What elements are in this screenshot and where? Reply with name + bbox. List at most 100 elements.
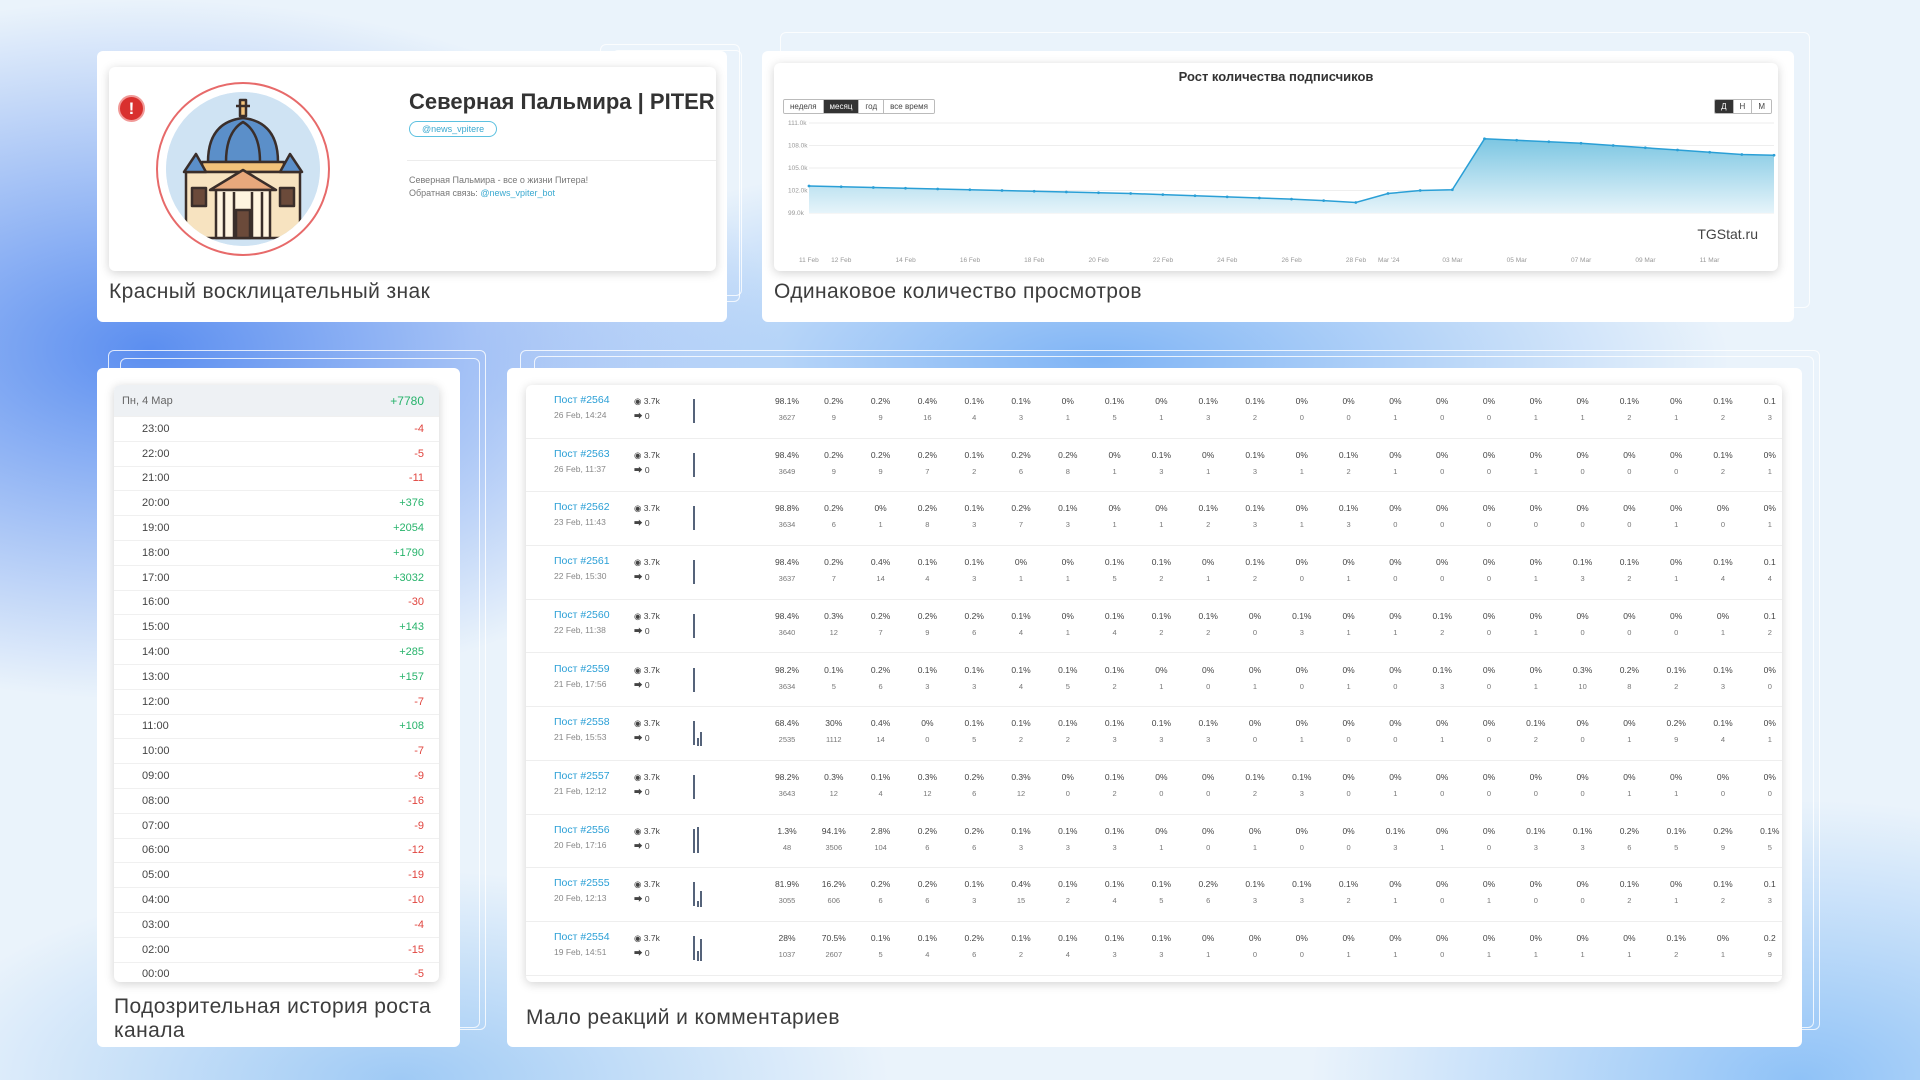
data-point[interactable] — [1772, 153, 1776, 157]
post-link[interactable]: Пост #2556 — [554, 823, 610, 836]
post-link[interactable]: Пост #2555 — [554, 877, 610, 890]
data-point[interactable] — [1708, 150, 1712, 154]
data-point[interactable] — [936, 187, 940, 191]
data-point[interactable] — [1161, 193, 1165, 197]
data-point[interactable] — [904, 186, 907, 190]
post-link[interactable]: Пост #2563 — [554, 447, 610, 460]
data-point[interactable] — [807, 184, 811, 188]
reaction-cell: 0.2% 6 — [998, 439, 1044, 476]
post-link[interactable]: Пост #2559 — [554, 662, 610, 675]
post-link[interactable]: Пост #2558 — [554, 716, 610, 729]
reaction-count: 8 — [1065, 466, 1070, 476]
history-panel: Пн, 4 Мар +7780 23:00 -4 22:00 -5 21:00 -11 20… — [97, 368, 460, 1047]
reaction-count: 0 — [1440, 520, 1445, 530]
warning-icon[interactable]: ! — [118, 95, 145, 122]
reaction-cell: 0.1% 3 — [1419, 654, 1465, 691]
post-link[interactable]: Пост #2554 — [554, 931, 610, 943]
reaction-percent: 0.1% — [1104, 825, 1125, 836]
reaction-cell: 0% 1 — [1466, 868, 1512, 905]
reaction-percent: 2.8% — [870, 825, 891, 836]
data-point[interactable] — [1322, 199, 1326, 203]
share-icon: ⮕ — [634, 679, 645, 690]
reaction-cell: 0.1% 2 — [1326, 868, 1372, 905]
data-point[interactable] — [1579, 141, 1583, 145]
reaction-count: 6 — [972, 788, 977, 798]
post-link[interactable]: Пост #2564 — [554, 394, 610, 406]
period-button[interactable]: Н — [1733, 100, 1753, 113]
reaction-count: 7 — [925, 466, 930, 476]
caption-reactions: Мало реакций и комментариев — [526, 1006, 840, 1029]
data-point[interactable] — [1000, 189, 1004, 192]
data-point[interactable] — [1515, 138, 1519, 142]
reaction-cell: 0% 1 — [1513, 546, 1559, 583]
data-point[interactable] — [839, 185, 843, 189]
post-link[interactable]: Пост #2562 — [554, 501, 610, 514]
data-point[interactable] — [1129, 192, 1133, 195]
reaction-count: 4 — [1065, 950, 1070, 959]
post-shares: ⮕ 0 — [634, 571, 650, 583]
reaction-percent: 0.1% — [1011, 396, 1031, 406]
views-count: 3.7k — [643, 449, 660, 460]
data-point[interactable] — [1097, 191, 1100, 195]
reaction-percent: 0% — [1576, 771, 1589, 782]
data-point[interactable] — [1225, 195, 1229, 199]
data-point[interactable] — [871, 186, 875, 189]
data-point[interactable] — [1483, 137, 1486, 141]
feedback-link[interactable]: @news_vpiter_bot — [480, 188, 555, 198]
post-link[interactable]: Пост #2557 — [554, 769, 610, 782]
reaction-cell: 0% 1 — [1138, 492, 1184, 529]
reaction-cell: 0.1% 5 — [1045, 654, 1091, 691]
reaction-count: 3 — [1112, 950, 1117, 959]
data-point[interactable] — [1547, 140, 1551, 144]
reaction-cell: 94.1% 3506 — [811, 815, 857, 852]
reaction-count: 0 — [1252, 735, 1258, 745]
post-shares: ⮕ 0 — [634, 893, 650, 905]
data-point[interactable] — [1354, 201, 1358, 204]
period-button[interactable]: М — [1752, 100, 1771, 113]
post-date: 20 Feb, 12:13 — [554, 893, 607, 904]
range-button[interactable]: все время — [884, 100, 934, 113]
period-button[interactable]: Д — [1715, 100, 1734, 113]
channel-card: ! — [109, 67, 716, 271]
reaction-percent: 0.2% — [1198, 879, 1218, 890]
reaction-count: 9 — [831, 466, 836, 476]
data-point[interactable] — [1064, 190, 1068, 194]
reaction-cell: 0.1% 3 — [904, 654, 950, 691]
data-point[interactable] — [1032, 189, 1036, 193]
data-point[interactable] — [968, 188, 972, 192]
data-point[interactable] — [1450, 188, 1454, 192]
reaction-cell: 0% 0 — [1606, 600, 1652, 637]
post-shares: ⮕ 0 — [634, 625, 650, 637]
data-point[interactable] — [1676, 148, 1679, 152]
channel-handle[interactable]: @news_vpitere — [409, 121, 498, 137]
post-link[interactable]: Пост #2561 — [554, 555, 610, 568]
reaction-count: 3649 — [778, 466, 796, 476]
history-row: 20:00 +376 — [114, 490, 439, 515]
reaction-count: 0 — [1674, 466, 1679, 476]
history-delta: -4 — [414, 422, 424, 435]
reaction-cell: 0% 1 — [1653, 385, 1699, 422]
post-link[interactable]: Пост #2560 — [554, 608, 610, 621]
range-button[interactable]: неделя — [784, 100, 824, 113]
reaction-cell: 0.1% 4 — [858, 761, 904, 798]
reaction-cell: 0% 0 — [1700, 761, 1746, 798]
post-views: ◉ 3.7k — [634, 879, 660, 890]
data-point[interactable] — [1643, 146, 1647, 150]
history-delta: +143 — [399, 621, 424, 634]
data-point[interactable] — [1290, 197, 1293, 201]
history-delta: +157 — [399, 670, 424, 683]
reaction-cell: 0% 0 — [1466, 439, 1512, 476]
range-button[interactable]: месяц — [823, 100, 860, 113]
range-button[interactable]: год — [859, 100, 885, 113]
data-point[interactable] — [1611, 144, 1615, 147]
data-point[interactable] — [1386, 192, 1390, 195]
data-point[interactable] — [1418, 189, 1422, 192]
reaction-count: 2 — [1533, 735, 1538, 745]
data-point[interactable] — [1257, 196, 1261, 200]
reaction-cell: 0% 0 — [1560, 707, 1606, 744]
shares-count: 0 — [644, 572, 650, 583]
data-point[interactable] — [1740, 153, 1744, 156]
data-point[interactable] — [1193, 194, 1197, 198]
reaction-cell: 0% 0 — [1653, 439, 1699, 476]
history-delta: -15 — [408, 943, 424, 956]
